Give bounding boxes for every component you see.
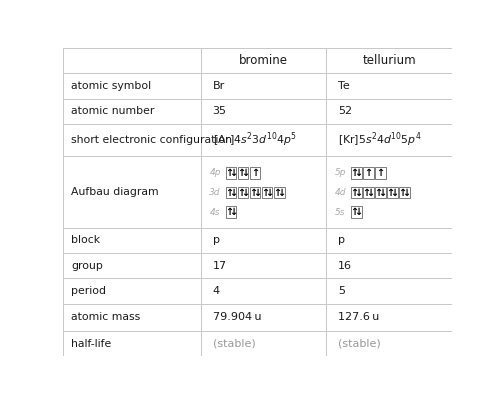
Bar [350,206,361,218]
Text: ↑: ↑ [376,168,384,178]
Text: 4s: 4s [209,208,219,217]
Text: ↓: ↓ [277,188,285,198]
Bar [249,187,260,198]
Text: ↓: ↓ [389,188,398,198]
Text: ↑: ↑ [386,188,394,198]
Text: bromine: bromine [238,54,288,67]
Text: p: p [212,235,219,245]
Bar [374,167,385,179]
Text: atomic mass: atomic mass [71,312,140,322]
Text: ↑: ↑ [224,188,233,198]
Text: p: p [337,235,344,245]
Text: ↓: ↓ [365,188,374,198]
Text: ↓: ↓ [353,188,362,198]
Bar [374,187,385,198]
Bar [398,187,409,198]
Text: 4p: 4p [209,168,220,177]
Text: ↓: ↓ [353,207,362,217]
Text: ↑: ↑ [224,207,233,217]
Text: half-life: half-life [71,339,111,349]
Bar [274,187,284,198]
Text: ↓: ↓ [377,188,386,198]
Text: (stable): (stable) [212,339,255,349]
Text: ↑: ↑ [364,168,372,178]
Text: $\rm [Ar]4\mathit{s}^23\mathit{d}^{10}4\mathit{p}^5$: $\rm [Ar]4\mathit{s}^23\mathit{d}^{10}4\… [212,131,296,149]
Text: ↓: ↓ [402,188,410,198]
Text: ↑: ↑ [250,168,259,178]
Text: period: period [71,286,106,296]
Text: ↑: ↑ [248,188,257,198]
Text: atomic symbol: atomic symbol [71,81,151,91]
Text: ↑: ↑ [350,207,358,217]
Text: ↑: ↑ [362,188,370,198]
Text: Aufbau diagram: Aufbau diagram [71,187,159,197]
Text: (stable): (stable) [337,339,380,349]
Text: 3d: 3d [209,188,220,197]
Text: ↑: ↑ [350,188,358,198]
Text: ↓: ↓ [253,188,261,198]
Bar [237,167,248,179]
Text: ↑: ↑ [236,188,245,198]
Text: 4: 4 [212,286,219,296]
Bar [386,187,397,198]
Text: ↓: ↓ [228,207,236,217]
Text: Te: Te [337,81,349,91]
Bar [237,187,248,198]
Text: ↑: ↑ [273,188,281,198]
Bar [262,187,272,198]
Text: group: group [71,261,103,271]
Text: 5s: 5s [334,208,345,217]
Bar [350,187,361,198]
Text: ↓: ↓ [240,188,248,198]
Text: Br: Br [212,81,224,91]
Text: block: block [71,235,100,245]
Text: ↓: ↓ [353,168,362,178]
Text: ↑: ↑ [236,168,245,178]
Text: 17: 17 [212,261,226,271]
Text: ↓: ↓ [240,168,248,178]
Text: 5: 5 [337,286,344,296]
Bar [362,187,373,198]
Text: tellurium: tellurium [361,54,415,67]
Text: ↓: ↓ [265,188,273,198]
Bar [225,187,236,198]
Text: ↑: ↑ [398,188,406,198]
Text: ↑: ↑ [350,168,358,178]
Bar [225,167,236,179]
Text: 52: 52 [337,106,351,116]
Text: 5p: 5p [334,168,346,177]
Text: $\rm [Kr]5\mathit{s}^24\mathit{d}^{10}5\mathit{p}^4$: $\rm [Kr]5\mathit{s}^24\mathit{d}^{10}5\… [337,131,420,149]
Bar [249,167,260,179]
Bar [362,167,373,179]
Text: short electronic configuration: short electronic configuration [71,135,232,145]
Bar [225,206,236,218]
Text: 79.904 u: 79.904 u [212,312,261,322]
Text: ↑: ↑ [224,168,233,178]
Text: 127.6 u: 127.6 u [337,312,378,322]
Text: atomic number: atomic number [71,106,154,116]
Bar [350,167,361,179]
Text: ↓: ↓ [228,188,236,198]
Text: ↓: ↓ [228,168,236,178]
Text: 35: 35 [212,106,226,116]
Text: ↑: ↑ [374,188,382,198]
Text: 4d: 4d [334,188,346,197]
Text: ↑: ↑ [261,188,269,198]
Text: 16: 16 [337,261,351,271]
